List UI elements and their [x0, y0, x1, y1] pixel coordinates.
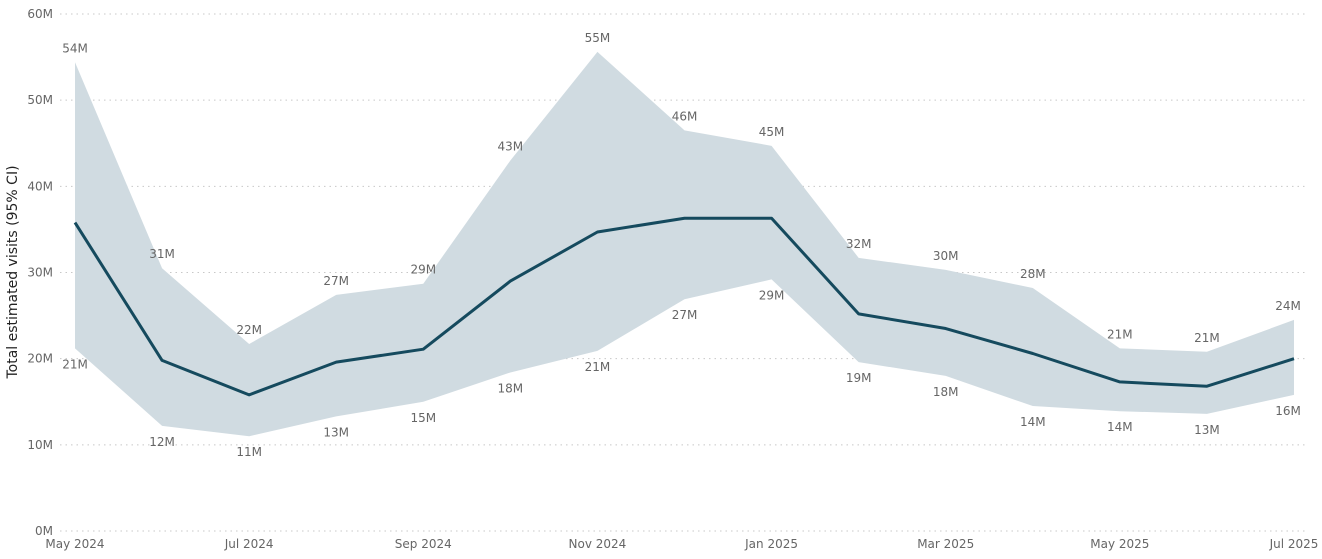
y-tick-label: 50M [27, 93, 53, 107]
x-tick-label: Nov 2024 [569, 537, 627, 551]
lower-data-label: 21M [585, 360, 611, 374]
upper-data-label: 24M [1275, 299, 1301, 313]
upper-data-label: 31M [149, 247, 175, 261]
lower-data-label: 29M [759, 288, 785, 302]
x-tick-label: Jul 2025 [1269, 537, 1319, 551]
lower-data-label: 14M [1020, 415, 1046, 429]
upper-data-label: 32M [846, 237, 872, 251]
y-tick-label: 40M [27, 179, 53, 193]
lower-data-label: 12M [149, 435, 175, 449]
y-axis-label: Total estimated visits (95% CI) [5, 165, 21, 379]
y-tick-label: 10M [27, 438, 53, 452]
upper-data-label: 28M [1020, 267, 1046, 281]
lower-data-label: 21M [62, 357, 88, 371]
upper-data-label: 29M [410, 263, 436, 277]
lower-data-label: 14M [1107, 420, 1133, 434]
estimate-line [73, 216, 1295, 397]
upper-data-label: 43M [498, 139, 524, 153]
data-labels: 54M 31M 22M 27M 29M 43M 55M 46M 45M 32M 30M 28M 21M 2… [62, 31, 1301, 459]
upper-data-label: 27M [323, 274, 349, 288]
upper-data-label: 22M [236, 323, 262, 337]
axes: 0M 10M 20M 30M 40M 50M 60M May 2024 Jul 2024 Sep … [27, 7, 1318, 551]
y-tick-label: 0M [35, 524, 53, 538]
upper-data-label: 21M [1107, 327, 1133, 341]
lower-data-label: 13M [1194, 423, 1220, 437]
upper-data-label: 55M [585, 31, 611, 45]
lower-data-label: 19M [846, 371, 872, 385]
upper-data-label: 46M [672, 109, 698, 123]
lower-data-label: 11M [236, 445, 262, 459]
lower-data-label: 13M [323, 425, 349, 439]
y-tick-label: 20M [27, 352, 53, 366]
upper-data-label: 21M [1194, 331, 1220, 345]
upper-data-label: 30M [933, 249, 959, 263]
upper-data-label: 45M [759, 125, 785, 139]
lower-data-label: 15M [410, 411, 436, 425]
x-tick-label: Sep 2024 [395, 537, 452, 551]
x-tick-label: May 2025 [1090, 537, 1149, 551]
y-tick-label: 60M [27, 7, 53, 21]
y-tick-label: 30M [27, 266, 53, 280]
lower-data-label: 18M [933, 385, 959, 399]
x-tick-label: Mar 2025 [917, 537, 974, 551]
estimate-line-group [73, 216, 1295, 397]
x-tick-label: May 2024 [45, 537, 104, 551]
lower-data-label: 27M [672, 308, 698, 322]
lower-data-label: 18M [498, 381, 524, 395]
upper-data-label: 54M [62, 41, 88, 55]
x-tick-label: Jan 2025 [744, 537, 798, 551]
x-tick-label: Jul 2024 [224, 537, 274, 551]
lower-data-label: 16M [1275, 404, 1301, 418]
